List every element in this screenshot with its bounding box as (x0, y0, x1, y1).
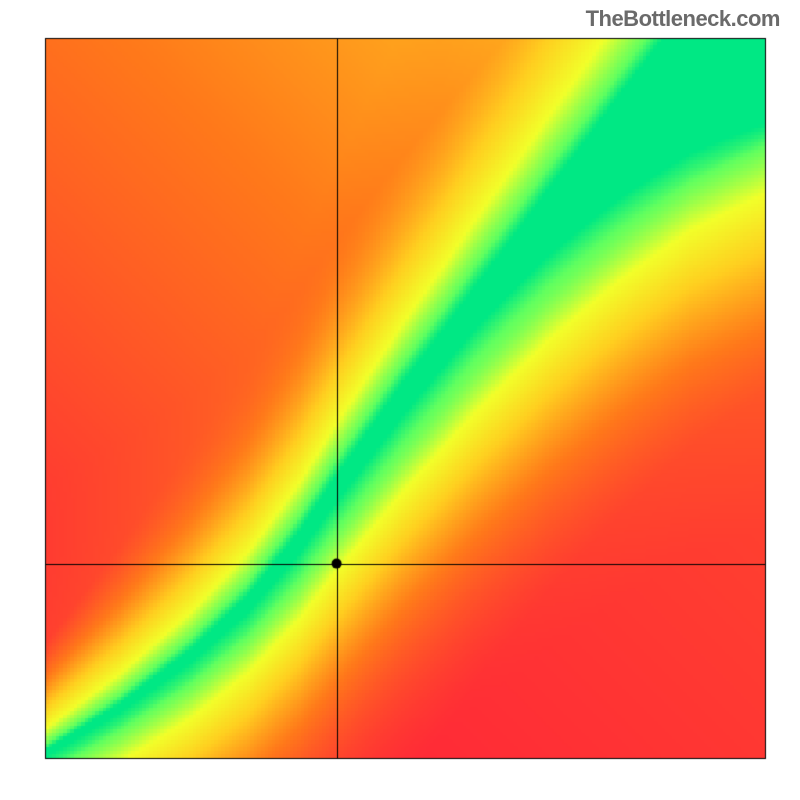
watermark-text: TheBottleneck.com (586, 6, 780, 32)
chart-container: TheBottleneck.com (0, 0, 800, 800)
heatmap-canvas (0, 0, 800, 800)
